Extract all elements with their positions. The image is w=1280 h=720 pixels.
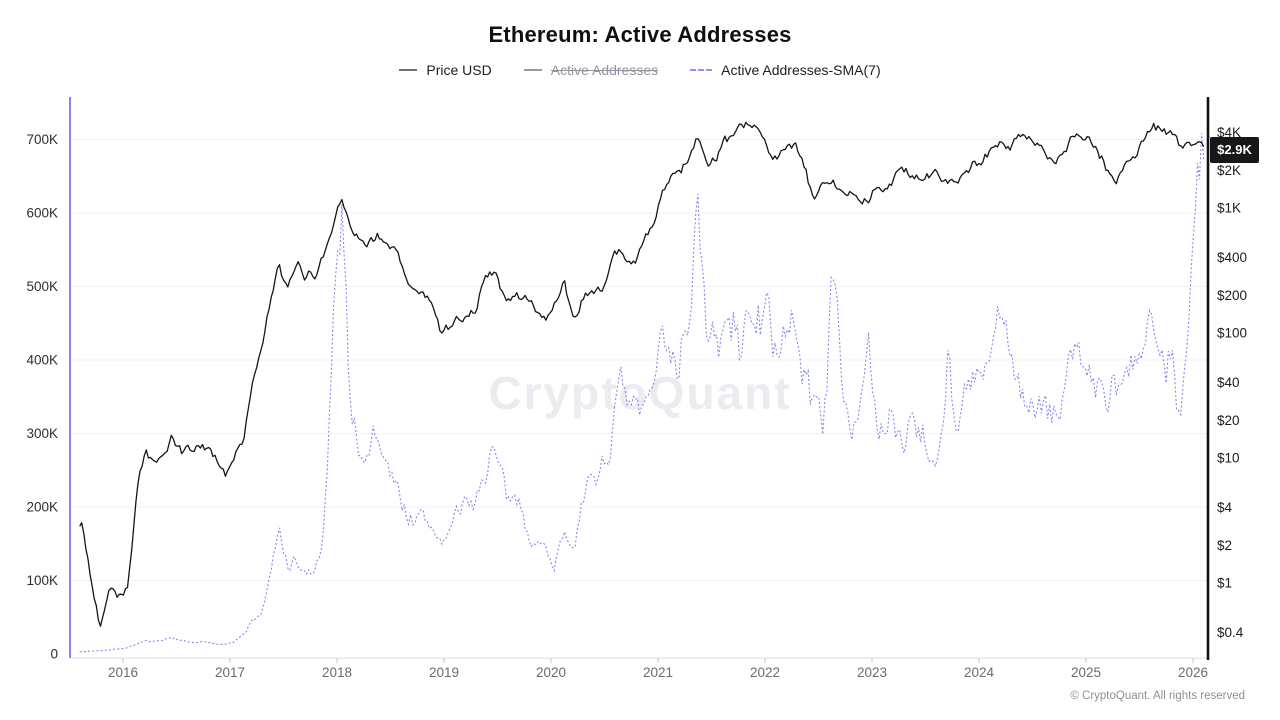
left-axis-tick-label: 100K bbox=[26, 573, 58, 588]
watermark: CryptoQuant bbox=[488, 367, 791, 419]
x-axis-tick-label: 2019 bbox=[429, 665, 459, 680]
right-axis-tick-label: $10 bbox=[1217, 451, 1240, 466]
legend-label-price-usd: Price USD bbox=[426, 62, 492, 78]
right-axis-tick-label: $400 bbox=[1217, 250, 1247, 265]
legend-item-active-addresses-sma[interactable]: Active Addresses-SMA(7) bbox=[690, 62, 881, 78]
left-axis-tick-label: 500K bbox=[26, 279, 58, 294]
left-axis-tick-label: 300K bbox=[26, 426, 58, 441]
right-axis-tick-label: $2K bbox=[1217, 163, 1241, 178]
x-axis-tick-label: 2017 bbox=[215, 665, 245, 680]
x-axis-tick-label: 2016 bbox=[108, 665, 138, 680]
x-axis-tick-label: 2026 bbox=[1178, 665, 1208, 680]
right-axis-tick-label: $20 bbox=[1217, 413, 1240, 428]
left-axis-tick-label: 0 bbox=[50, 647, 58, 662]
x-axis-tick-label: 2018 bbox=[322, 665, 352, 680]
sma-line-swatch-icon bbox=[690, 69, 713, 71]
current-price-badge: $2.9K bbox=[1210, 137, 1259, 163]
right-axis-tick-label: $1K bbox=[1217, 201, 1241, 216]
legend-label-active-addresses-sma: Active Addresses-SMA(7) bbox=[721, 62, 881, 78]
legend-label-active-addresses: Active Addresses bbox=[550, 62, 659, 78]
left-axis-tick-label: 200K bbox=[26, 500, 58, 515]
chart-title: Ethereum: Active Addresses bbox=[488, 22, 792, 47]
x-axis-tick-label: 2025 bbox=[1071, 665, 1101, 680]
x-axis-tick-label: 2024 bbox=[964, 665, 995, 680]
chart-legend: Price USD Active Addresses Active Addres… bbox=[0, 62, 1280, 78]
x-axis-tick-label: 2021 bbox=[643, 665, 673, 680]
right-axis-tick-label: $4K bbox=[1217, 125, 1241, 140]
left-axis-tick-label: 700K bbox=[26, 132, 58, 147]
right-axis-tick-label: $40 bbox=[1217, 375, 1240, 390]
right-axis-tick-label: $2 bbox=[1217, 538, 1232, 553]
right-axis-tick-label: $200 bbox=[1217, 288, 1247, 303]
x-axis-tick-label: 2022 bbox=[750, 665, 780, 680]
x-axis-tick-label: 2020 bbox=[536, 665, 566, 680]
copyright-text: © CryptoQuant. All rights reserved bbox=[1070, 690, 1245, 702]
price-line-swatch-icon bbox=[399, 69, 418, 71]
right-axis-tick-label: $0.4 bbox=[1217, 625, 1244, 640]
right-axis-tick-label: $4 bbox=[1217, 500, 1233, 515]
x-axis-tick-label: 2023 bbox=[857, 665, 887, 680]
left-axis-tick-label: 400K bbox=[26, 353, 58, 368]
left-axis-tick-label: 600K bbox=[26, 206, 58, 221]
legend-item-active-addresses[interactable]: Active Addresses bbox=[523, 62, 659, 78]
right-axis-tick-label: $1 bbox=[1217, 576, 1232, 591]
active-addresses-sma-line bbox=[79, 133, 1205, 653]
active-addresses-swatch-icon bbox=[523, 69, 542, 71]
right-axis-tick-label: $100 bbox=[1217, 326, 1247, 341]
legend-item-price-usd[interactable]: Price USD bbox=[399, 62, 492, 78]
price-usd-line bbox=[79, 121, 1205, 627]
